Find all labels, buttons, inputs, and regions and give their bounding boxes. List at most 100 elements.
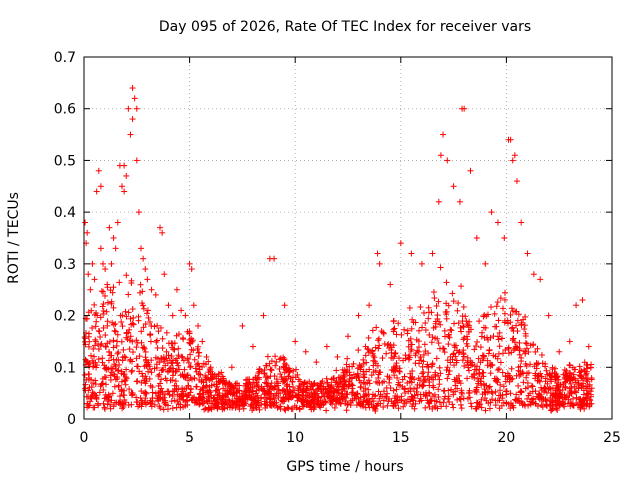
data-point xyxy=(144,307,151,314)
data-point xyxy=(354,372,361,379)
data-point xyxy=(341,367,348,374)
data-point xyxy=(412,319,419,326)
data-point xyxy=(100,386,107,393)
data-point xyxy=(468,403,475,410)
data-point xyxy=(123,330,130,337)
data-point xyxy=(147,331,154,338)
data-point xyxy=(390,355,397,362)
data-point xyxy=(86,402,93,409)
data-point xyxy=(491,310,498,317)
data-point xyxy=(122,354,129,361)
data-point xyxy=(254,382,261,389)
data-point xyxy=(361,371,368,378)
data-point xyxy=(215,403,222,410)
data-point xyxy=(479,391,486,398)
chart-title: Day 095 of 2026, Rate Of TEC Index for r… xyxy=(159,19,531,35)
data-point xyxy=(471,388,478,395)
data-point xyxy=(152,291,159,298)
data-point xyxy=(476,318,483,325)
data-point xyxy=(272,353,279,360)
data-point xyxy=(278,374,285,381)
data-point xyxy=(196,363,203,370)
data-point xyxy=(464,359,471,366)
data-point xyxy=(92,323,99,330)
data-point xyxy=(230,384,237,391)
data-point xyxy=(518,219,525,226)
data-point xyxy=(383,350,390,357)
data-point xyxy=(282,393,289,400)
data-point xyxy=(435,298,442,305)
data-point xyxy=(82,219,89,226)
data-point xyxy=(497,381,504,388)
data-point xyxy=(522,333,529,340)
data-point xyxy=(116,279,123,286)
data-point xyxy=(411,376,418,383)
data-point xyxy=(394,393,401,400)
data-point xyxy=(180,403,187,410)
data-point xyxy=(548,378,555,385)
data-point xyxy=(133,378,140,385)
data-point xyxy=(434,405,441,412)
data-point xyxy=(469,361,476,368)
data-point xyxy=(250,405,257,412)
data-point xyxy=(344,355,351,362)
data-point xyxy=(444,157,451,164)
data-point xyxy=(125,309,132,316)
data-point xyxy=(392,402,399,409)
data-point xyxy=(122,374,129,381)
data-point xyxy=(489,390,496,397)
data-point xyxy=(268,367,275,374)
data-point xyxy=(266,255,273,262)
data-point xyxy=(289,406,296,413)
data-point xyxy=(467,167,474,174)
data-point xyxy=(93,364,100,371)
y-tick-label: 0 xyxy=(67,412,76,428)
data-point xyxy=(443,403,450,410)
data-point xyxy=(296,406,303,413)
data-point xyxy=(569,376,576,383)
data-point xyxy=(586,396,593,403)
data-point xyxy=(482,260,489,267)
data-point xyxy=(484,311,491,318)
data-point xyxy=(393,360,400,367)
data-point xyxy=(156,395,163,402)
data-point xyxy=(573,302,580,309)
data-point xyxy=(273,358,280,365)
data-point xyxy=(270,394,277,401)
data-point xyxy=(350,360,357,367)
data-point xyxy=(265,375,272,382)
data-point xyxy=(557,401,564,408)
data-point xyxy=(260,312,267,319)
data-point xyxy=(140,302,147,309)
data-point xyxy=(199,399,206,406)
data-point xyxy=(104,318,111,325)
data-point xyxy=(277,390,284,397)
data-point xyxy=(441,349,448,356)
data-point xyxy=(106,349,113,356)
data-point xyxy=(549,364,556,371)
data-point xyxy=(486,346,493,353)
data-point xyxy=(110,284,117,291)
data-point xyxy=(97,245,104,252)
data-point xyxy=(100,288,107,295)
data-point xyxy=(128,280,135,287)
data-point xyxy=(483,334,490,341)
data-point xyxy=(501,289,508,296)
data-point xyxy=(543,367,550,374)
data-point xyxy=(274,404,281,411)
data-point xyxy=(92,381,99,388)
data-point xyxy=(144,310,151,317)
data-point xyxy=(462,313,469,320)
data-point xyxy=(337,374,344,381)
data-point xyxy=(326,389,333,396)
data-point xyxy=(404,327,411,334)
x-tick-label: 25 xyxy=(603,430,621,446)
data-point xyxy=(502,373,509,380)
data-point xyxy=(492,353,499,360)
data-point xyxy=(178,353,185,360)
data-point xyxy=(587,364,594,371)
data-point xyxy=(200,360,207,367)
data-point xyxy=(366,380,373,387)
data-point xyxy=(561,374,568,381)
data-point xyxy=(406,378,413,385)
